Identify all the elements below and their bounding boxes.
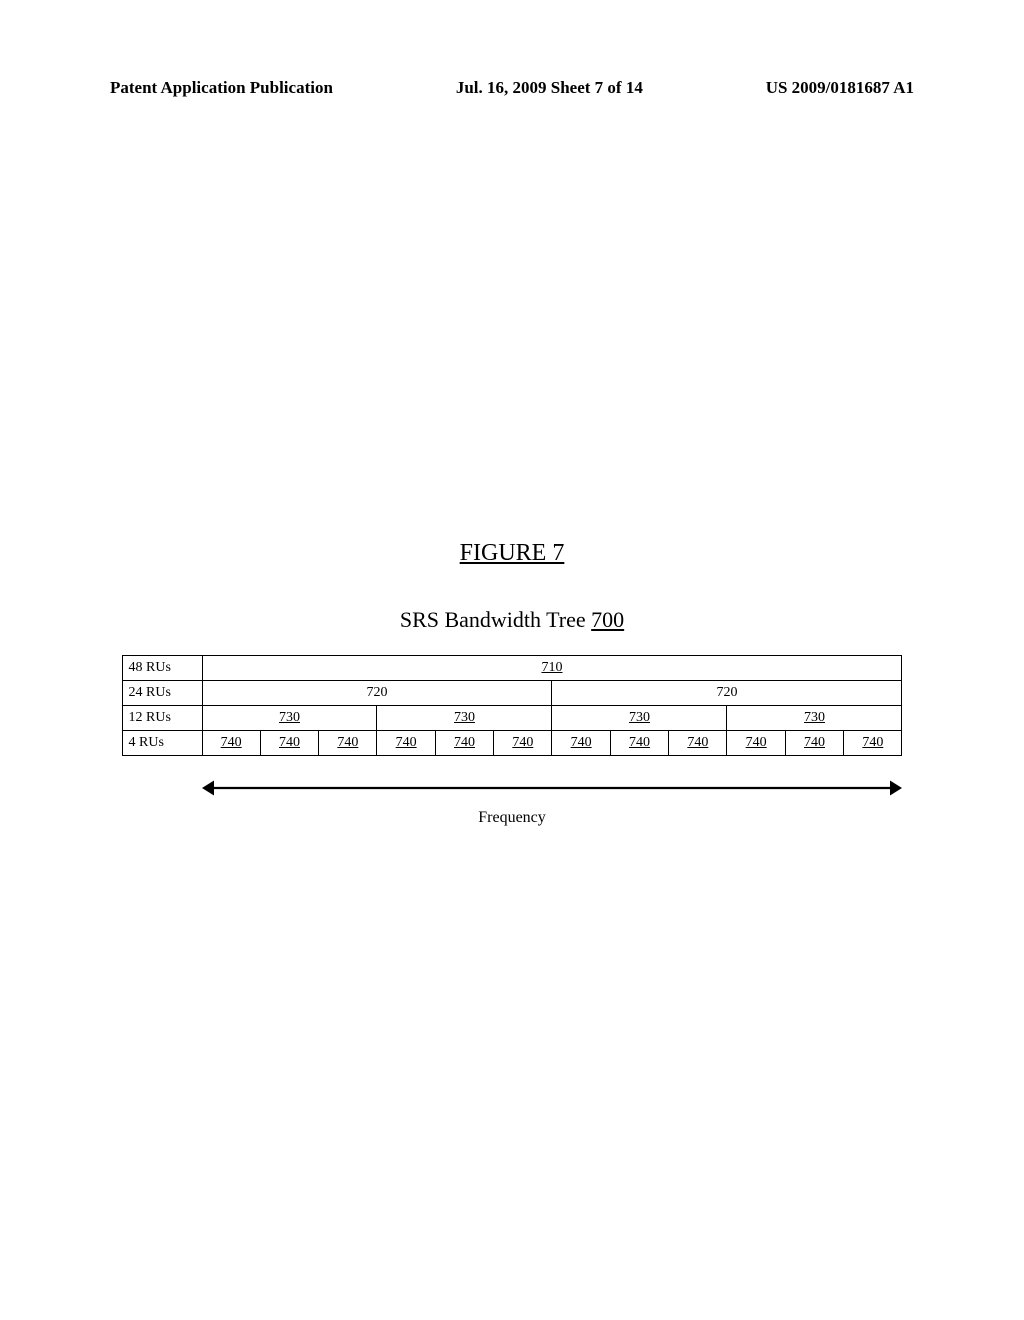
tree-cell: 740 <box>493 730 552 756</box>
tree-cell: 740 <box>318 730 377 756</box>
figure-title-number: 700 <box>591 607 624 632</box>
bandwidth-tree: 48 RUs71024 RUs72072012 RUs7307307307304… <box>122 655 902 755</box>
tree-cell: 740 <box>843 730 902 756</box>
tree-cell: 720 <box>202 680 553 706</box>
figure-label: FIGURE 7 <box>0 540 1024 567</box>
figure-title-prefix: SRS Bandwidth Tree <box>400 607 591 632</box>
tree-cell: 730 <box>551 705 727 731</box>
tree-cell: 740 <box>260 730 319 756</box>
tree-cell: 730 <box>376 705 552 731</box>
row-label: 48 RUs <box>122 655 203 681</box>
row-label: 24 RUs <box>122 680 203 706</box>
page-header: Patent Application Publication Jul. 16, … <box>110 78 914 98</box>
header-left: Patent Application Publication <box>110 78 333 98</box>
frequency-caption: Frequency <box>122 809 902 827</box>
figure-title: SRS Bandwidth Tree 700 <box>0 607 1024 633</box>
tree-cell: 740 <box>610 730 669 756</box>
tree-cell: 740 <box>785 730 844 756</box>
row-label: 4 RUs <box>122 730 203 756</box>
header-right: US 2009/0181687 A1 <box>766 78 914 98</box>
tree-cell: 740 <box>668 730 727 756</box>
tree-cell: 720 <box>551 680 902 706</box>
tree-cell: 730 <box>726 705 902 731</box>
tree-cell: 740 <box>435 730 494 756</box>
figure-area: FIGURE 7 SRS Bandwidth Tree 700 48 RUs71… <box>0 540 1024 827</box>
bandwidth-tree-container: 48 RUs71024 RUs72072012 RUs7307307307304… <box>122 655 902 827</box>
tree-cell: 740 <box>202 730 261 756</box>
tree-cell: 730 <box>202 705 378 731</box>
row-label: 12 RUs <box>122 705 203 731</box>
tree-cell: 740 <box>726 730 785 756</box>
tree-cell: 740 <box>551 730 610 756</box>
header-center: Jul. 16, 2009 Sheet 7 of 14 <box>456 78 643 98</box>
frequency-arrow <box>202 773 902 803</box>
tree-cell: 740 <box>376 730 435 756</box>
tree-cell: 710 <box>202 655 903 681</box>
